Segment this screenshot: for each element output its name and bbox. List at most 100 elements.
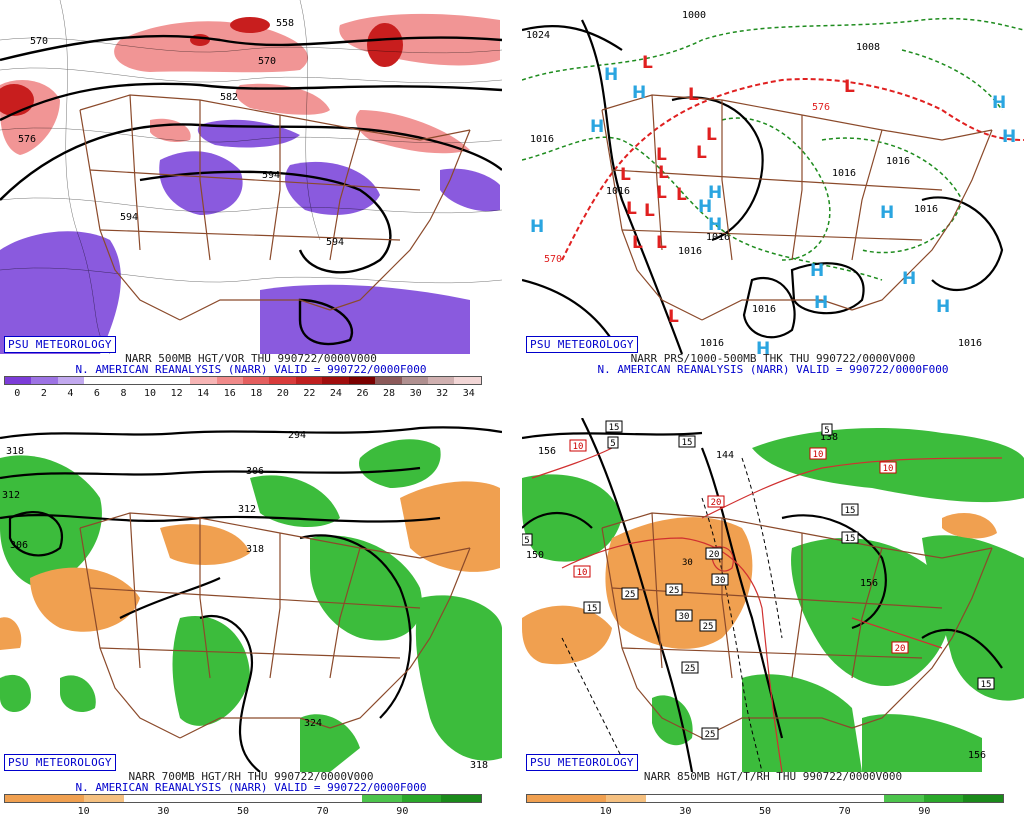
color-scale-tick: 4 xyxy=(67,388,74,399)
high-pressure-marker: H xyxy=(604,65,618,85)
low-pressure-marker: L xyxy=(696,143,707,163)
color-scale-tick: 50 xyxy=(236,806,250,817)
temperature-box-label: 20 xyxy=(705,547,723,560)
color-scale-swatch xyxy=(44,795,85,802)
color-scale-swatch xyxy=(203,795,244,802)
color-scale-tick: 10 xyxy=(77,806,90,817)
color-scale-swatch xyxy=(606,795,647,802)
color-scale-swatch xyxy=(163,795,204,802)
high-pressure-marker: H xyxy=(590,117,604,137)
isobar-label: 1016 xyxy=(678,246,702,257)
svg-text:10: 10 xyxy=(883,464,894,474)
map-500mb-vorticity: 558 570 582 594 594 576 594 570 xyxy=(0,0,502,354)
panel-500mb-vorticity: 558 570 582 594 594 576 594 570 PSU METE… xyxy=(0,0,502,409)
color-scale-swatch xyxy=(124,795,164,802)
svg-text:20: 20 xyxy=(711,498,722,508)
color-scale-tick: 22 xyxy=(303,388,316,399)
high-pressure-marker: H xyxy=(992,93,1006,113)
svg-text:10: 10 xyxy=(577,568,588,578)
humidity-700-map-graphic: 318 312 306 306 312 318 324 318 294 xyxy=(0,418,502,772)
low-pressure-marker: L xyxy=(844,77,855,97)
high-pressure-marker: H xyxy=(530,217,544,237)
svg-text:15: 15 xyxy=(981,680,992,690)
color-scale-swatch xyxy=(685,795,726,802)
color-scale-tick: 18 xyxy=(250,388,263,399)
temperature-box-label: 5 xyxy=(522,533,533,546)
contour-label: 576 xyxy=(18,134,36,145)
color-scale-ticks: 0 2 4 6 8 10 12 14 16 18 20 22 24 26 28 30 32 34 xyxy=(4,388,482,400)
high-pressure-marker: H xyxy=(708,215,722,235)
contour-label: 594 xyxy=(120,212,138,223)
color-scale-swatch xyxy=(401,795,442,802)
color-scale-swatch xyxy=(322,377,349,384)
color-scale-tick: 30 xyxy=(157,806,170,817)
color-scale-swatch xyxy=(646,795,686,802)
color-scale-swatch xyxy=(84,795,125,802)
panel-pressure-thickness: 1000 1024 1016 1008 1016 1016 1016 1016 … xyxy=(522,0,1024,409)
svg-text:15: 15 xyxy=(587,604,598,614)
low-pressure-marker: L xyxy=(626,199,637,219)
color-scale-swatch xyxy=(441,795,482,802)
color-scale-swatch xyxy=(243,795,283,802)
isobar-label: 1016 xyxy=(606,186,630,197)
low-pressure-marker: L xyxy=(656,183,667,203)
high-pressure-marker: H xyxy=(880,203,894,223)
isobar-label: 1016 xyxy=(958,338,982,349)
color-scale-swatch xyxy=(57,377,85,384)
high-pressure-marker: H xyxy=(810,261,824,281)
color-scale-tick: 26 xyxy=(356,388,369,399)
panel-850mb-temperature-humidity: 156 150 144 138 156 156 10 10 10 10 15 1… xyxy=(522,418,1024,827)
svg-text:30: 30 xyxy=(715,576,726,586)
color-scale-swatch xyxy=(137,377,164,384)
svg-text:20: 20 xyxy=(709,550,720,560)
color-scale-swatch xyxy=(844,795,885,802)
thickness-label: 570 xyxy=(544,254,562,265)
isobar-label: 1016 xyxy=(530,134,554,145)
color-scale-tick: 0 xyxy=(14,388,21,399)
temperature-box-label: 15 xyxy=(605,420,623,433)
isobar-label: 1016 xyxy=(914,204,938,215)
svg-text:25: 25 xyxy=(685,664,696,674)
high-pressure-marker: H xyxy=(814,293,828,313)
color-scale-swatch xyxy=(963,795,1004,802)
color-scale-swatch xyxy=(348,377,376,384)
svg-text:25: 25 xyxy=(705,730,716,740)
thickness-label: 576 xyxy=(812,102,830,113)
isobar-label: 1000 xyxy=(682,10,706,21)
color-scale-swatch xyxy=(566,795,607,802)
brand-label: PSU METEOROLOGY xyxy=(526,754,638,771)
color-scale-tick: 12 xyxy=(170,388,183,399)
temperature-box-label: 25 xyxy=(621,587,639,600)
color-scale-swatch xyxy=(428,377,455,384)
color-scale-swatch xyxy=(84,377,111,384)
high-pressure-marker: H xyxy=(1002,127,1016,147)
contour-label: 570 xyxy=(258,56,276,67)
isobar-label: 1016 xyxy=(832,168,856,179)
color-scale-swatch xyxy=(454,377,481,384)
contour-label: 318 xyxy=(6,446,24,457)
color-scale-tick: 20 xyxy=(276,388,289,399)
color-scale-swatch xyxy=(527,795,567,802)
low-pressure-marker: L xyxy=(676,185,687,205)
color-scale-tick: 28 xyxy=(383,388,396,399)
high-pressure-marker: H xyxy=(708,183,722,203)
temperature-box-label: 10 xyxy=(879,461,897,474)
high-pressure-marker: H xyxy=(632,83,646,103)
color-scale-tick: 90 xyxy=(918,806,931,817)
color-scale-tick: 10 xyxy=(144,388,157,399)
low-pressure-marker: L xyxy=(706,125,717,145)
svg-text:5: 5 xyxy=(524,536,529,546)
temperature-box-label: 25 xyxy=(681,661,699,674)
temperature-box-label: 5 xyxy=(607,436,619,449)
map-850mb: 156 150 144 138 156 156 10 10 10 10 15 1… xyxy=(522,418,1024,772)
svg-text:15: 15 xyxy=(682,438,693,448)
isobar-label: 1016 xyxy=(706,232,730,243)
chart-title: NARR 500MB HGT/VOR THU 990722/0000V000 xyxy=(125,352,377,365)
color-scale-tick: 6 xyxy=(93,388,100,399)
contour-label: 306 xyxy=(246,466,264,477)
color-scale-tick: 32 xyxy=(436,388,449,399)
color-scale-swatch xyxy=(242,377,270,384)
height-label: 144 xyxy=(716,450,734,461)
color-scale-tick: 34 xyxy=(462,388,475,399)
map-700mb-humidity: 318 312 306 306 312 318 324 318 294 xyxy=(0,418,502,772)
